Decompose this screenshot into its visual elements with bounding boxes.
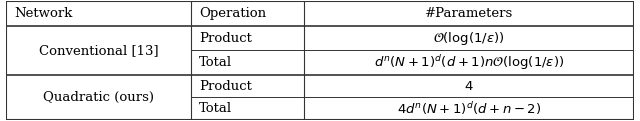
- Text: Total: Total: [199, 56, 232, 69]
- Text: Quadratic (ours): Quadratic (ours): [44, 91, 154, 104]
- Text: Product: Product: [199, 32, 252, 45]
- Text: #Parameters: #Parameters: [425, 7, 513, 20]
- Text: $\mathcal{O}(\log(1/\epsilon))$: $\mathcal{O}(\log(1/\epsilon))$: [433, 30, 505, 47]
- Text: Total: Total: [199, 102, 232, 115]
- Text: $4d^n(N+1)^d(d+n-2)$: $4d^n(N+1)^d(d+n-2)$: [397, 100, 541, 117]
- Text: Operation: Operation: [199, 7, 266, 20]
- Text: Network: Network: [14, 7, 72, 20]
- Text: $d^n(N+1)^d(d+1)n\mathcal{O}(\log(1/\epsilon))$: $d^n(N+1)^d(d+1)n\mathcal{O}(\log(1/\eps…: [374, 53, 564, 72]
- Text: Conventional [13]: Conventional [13]: [39, 44, 159, 57]
- Text: Product: Product: [199, 80, 252, 93]
- Text: $4$: $4$: [464, 80, 474, 93]
